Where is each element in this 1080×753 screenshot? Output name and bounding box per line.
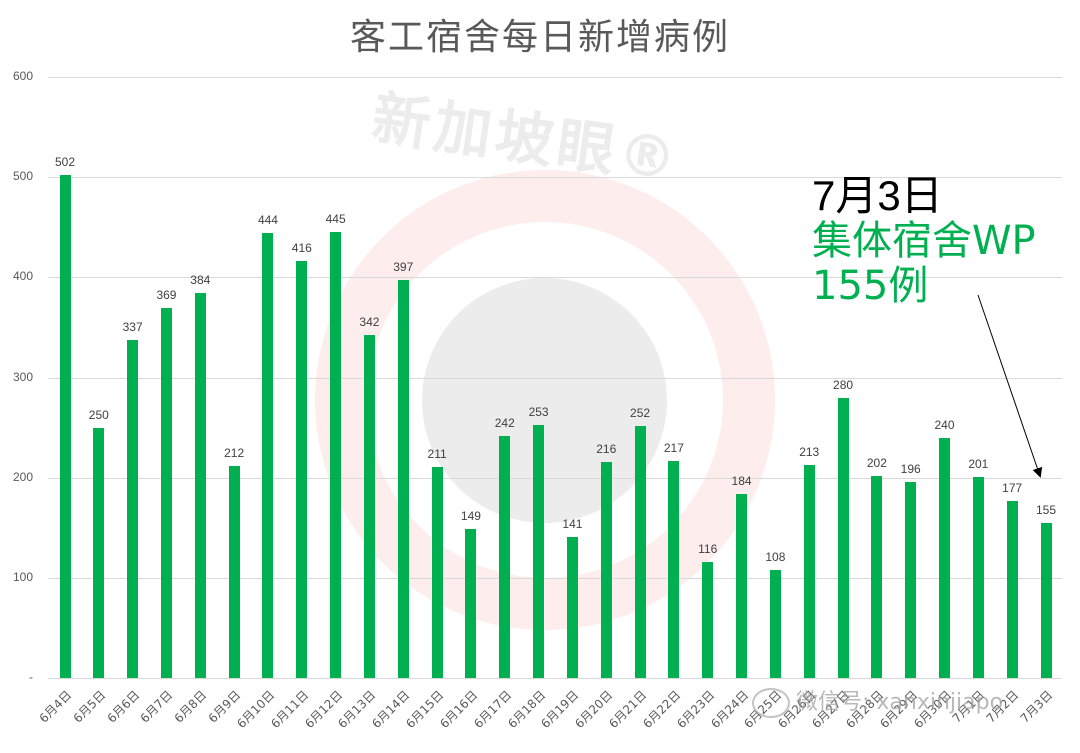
bar-value-label: 108 bbox=[765, 549, 786, 564]
bar bbox=[262, 233, 274, 678]
bar-value-label: 253 bbox=[528, 404, 549, 419]
gridline bbox=[48, 578, 1062, 579]
bar-value-label: 177 bbox=[1002, 480, 1023, 495]
bar bbox=[431, 466, 443, 678]
bar-value-label: 280 bbox=[833, 377, 854, 392]
bar bbox=[397, 280, 409, 678]
bar-value-label: 141 bbox=[562, 516, 583, 531]
bar-value-label: 444 bbox=[257, 213, 278, 228]
bar-value-label: 116 bbox=[698, 541, 718, 556]
bar bbox=[1040, 522, 1052, 678]
y-tick-label: 500 bbox=[12, 169, 33, 183]
bar-value-label: 416 bbox=[291, 241, 312, 256]
bar bbox=[127, 340, 139, 678]
bar-value-label: 202 bbox=[866, 455, 887, 470]
bar-value-label: 384 bbox=[190, 273, 211, 288]
gridline bbox=[48, 277, 1062, 278]
bar bbox=[769, 569, 781, 678]
bar-value-label: 342 bbox=[359, 315, 380, 330]
bar bbox=[600, 461, 612, 678]
chart-title: 客工宿舍每日新增病例 bbox=[349, 17, 730, 58]
y-tick-label: 400 bbox=[12, 269, 33, 283]
bar-value-label: 217 bbox=[663, 440, 684, 455]
bar bbox=[736, 493, 748, 678]
y-tick-label: - bbox=[29, 670, 33, 684]
bar-value-label: 213 bbox=[799, 444, 820, 459]
bar-value-label: 242 bbox=[494, 415, 515, 430]
bar-value-label: 502 bbox=[54, 155, 76, 170]
bar-value-label: 252 bbox=[630, 405, 651, 420]
y-tick-label: 600 bbox=[12, 69, 33, 83]
wechat-icon bbox=[752, 688, 790, 718]
bar bbox=[702, 561, 714, 678]
bar-value-label: 250 bbox=[88, 407, 109, 422]
wechat-watermark: 微信号: xanxinjiapo bbox=[752, 684, 1003, 718]
bar bbox=[668, 460, 680, 678]
y-tick-label: 300 bbox=[12, 370, 33, 384]
bar bbox=[160, 308, 172, 678]
bar bbox=[59, 175, 71, 678]
bar bbox=[939, 437, 951, 678]
bar bbox=[905, 481, 917, 678]
bar bbox=[296, 261, 308, 678]
bar-value-label: 212 bbox=[224, 445, 245, 460]
gridline bbox=[48, 177, 1062, 178]
bar-value-label: 211 bbox=[427, 446, 447, 461]
bar bbox=[871, 475, 883, 678]
bar bbox=[330, 232, 342, 678]
gridline bbox=[48, 378, 1062, 379]
bar-value-label: 155 bbox=[1035, 502, 1057, 517]
bar-value-label: 149 bbox=[460, 508, 481, 523]
wechat-id: 微信号: xanxinjiapo bbox=[796, 690, 1004, 715]
bar-value-label: 201 bbox=[968, 456, 989, 471]
bar bbox=[972, 476, 984, 678]
bar bbox=[93, 427, 105, 678]
bar bbox=[499, 435, 511, 678]
bar-value-label: 397 bbox=[393, 260, 414, 275]
bar bbox=[837, 397, 849, 678]
bar-value-label: 337 bbox=[122, 320, 143, 335]
gridline bbox=[48, 478, 1062, 479]
gridline bbox=[48, 678, 1062, 679]
gridline bbox=[48, 77, 1062, 78]
y-tick-label: 200 bbox=[12, 470, 33, 484]
y-tick-label: 100 bbox=[12, 570, 33, 584]
annotation-line2: 155例 bbox=[812, 262, 929, 309]
annotation-line1: 集体宿舍WP bbox=[812, 218, 1036, 265]
annotation-date: 7月3日 bbox=[812, 172, 943, 219]
watermark-logo-disc bbox=[422, 278, 667, 523]
bar-value-label: 184 bbox=[731, 473, 752, 488]
bar bbox=[634, 425, 646, 678]
bar-value-label: 216 bbox=[596, 441, 617, 456]
bar bbox=[465, 528, 477, 678]
bar-value-label: 196 bbox=[900, 461, 921, 476]
bar bbox=[228, 465, 240, 678]
bar bbox=[533, 424, 545, 678]
bar bbox=[1006, 500, 1018, 678]
bar bbox=[363, 335, 375, 678]
bar-value-label: 445 bbox=[325, 212, 346, 227]
bar bbox=[803, 464, 815, 678]
bar-value-label: 369 bbox=[156, 288, 177, 303]
bar bbox=[194, 293, 206, 678]
bar-value-label: 240 bbox=[934, 417, 955, 432]
bar bbox=[566, 536, 578, 678]
annotation-box: 7月3日 集体宿舍WP 155例 bbox=[812, 172, 1036, 309]
